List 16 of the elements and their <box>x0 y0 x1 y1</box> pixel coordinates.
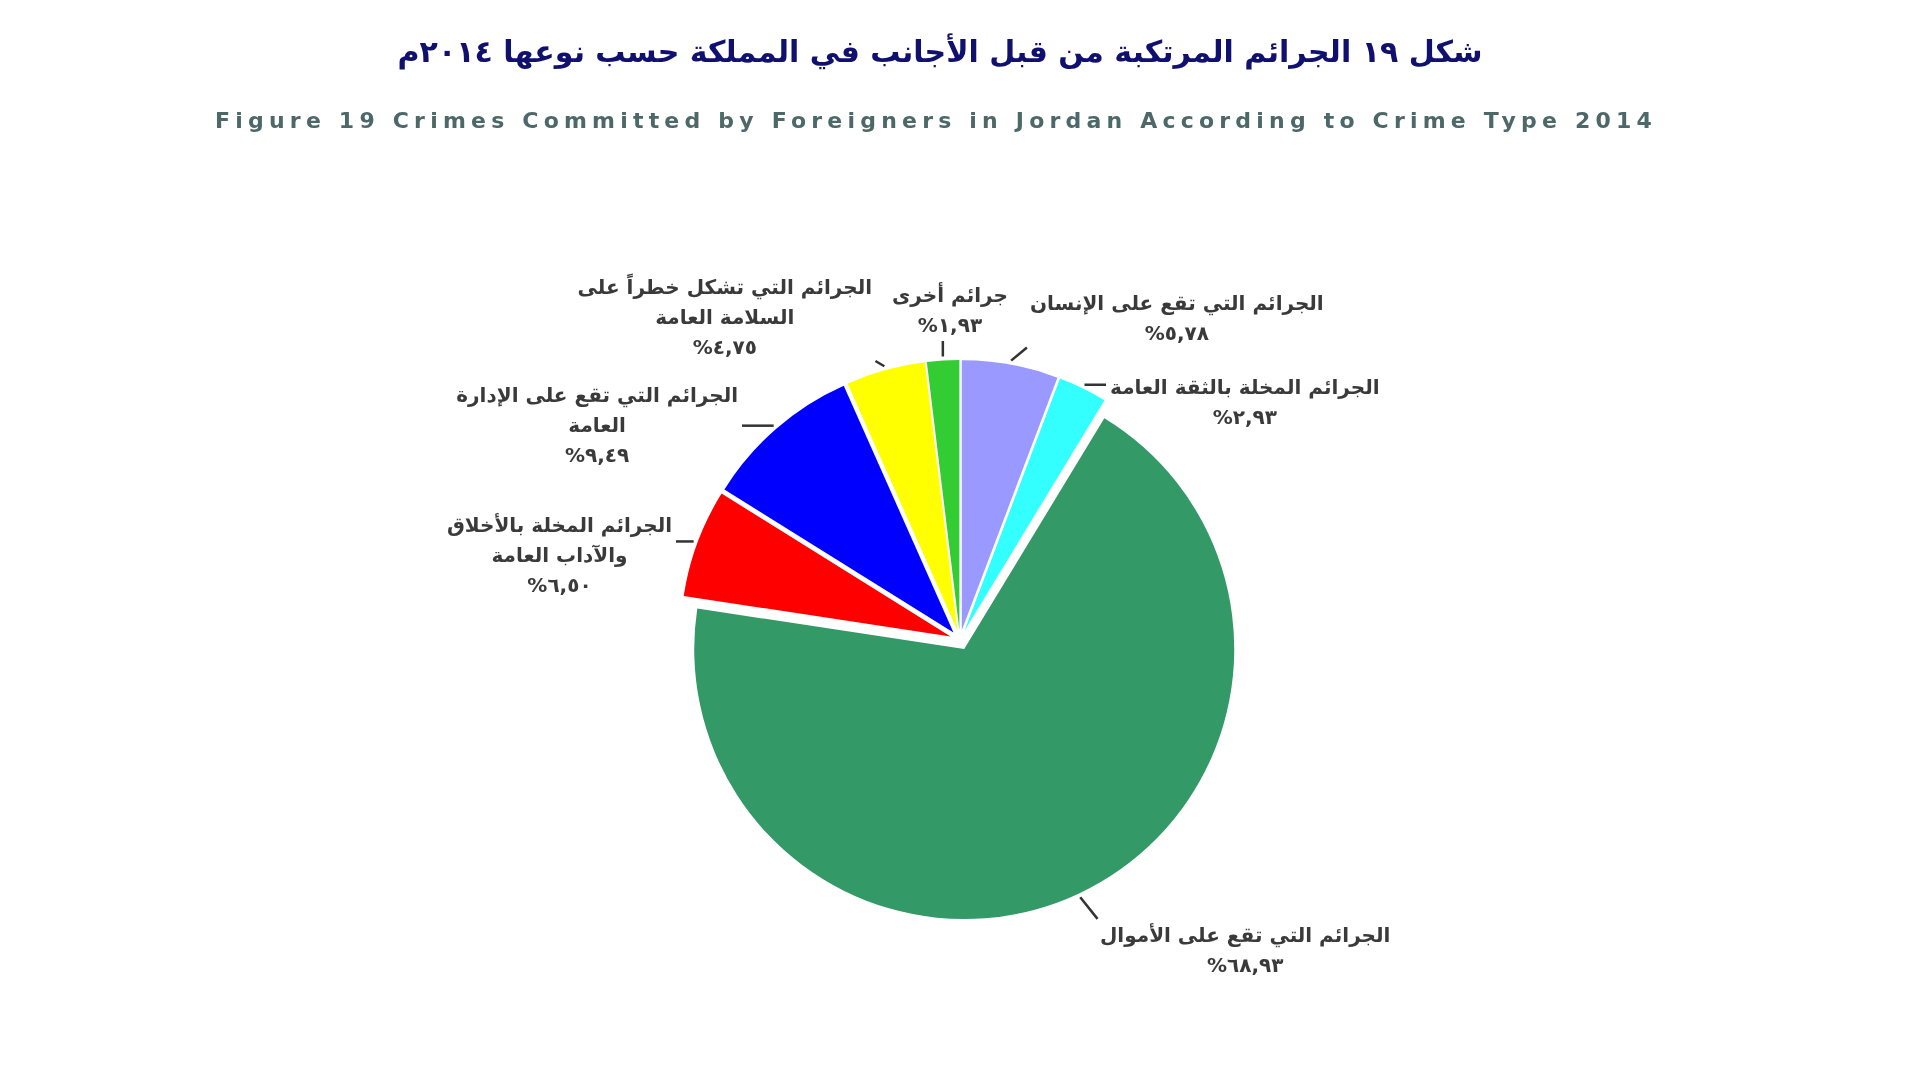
chart-title: شكل ١٩ الجرائم المرتكبة من قبل الأجانب في المملكة حسب نوعها ٢٠١٤م <box>397 33 1483 70</box>
data-label: ٢,٩٣% <box>1212 405 1277 429</box>
slice-label: جرائم أخرى <box>892 281 1008 307</box>
slice-label: الجرائم التي تقع على الأموال <box>1100 922 1391 948</box>
data-label: ٦,٥٠% <box>527 573 592 597</box>
data-label: ٦٨,٩٣% <box>1206 953 1284 977</box>
data-label: ٩,٤٩% <box>565 443 630 467</box>
data-label: ٥,٧٨% <box>1144 321 1209 345</box>
slice-label: الجرائم المخلة بالأخلاق والآداب العامة <box>446 512 672 567</box>
slice-label: الجرائم التي تقع على الإنسان <box>1030 291 1324 316</box>
data-label: ١,٩٣% <box>917 313 983 337</box>
chart-subtitle: Figure 19 Crimes Committed by Foreigners in Jordan According to Crime Type 2014 <box>215 108 1657 133</box>
slice-label: الجرائم التي تشكل خطراً على السلامة العامة <box>577 272 872 329</box>
data-label: ٤,٧٥% <box>692 335 757 359</box>
slice-label: الجرائم المخلة بالثقة العامة <box>1110 375 1380 399</box>
slice-label: الجرائم التي تقع على الإدارة العامة <box>456 383 738 437</box>
